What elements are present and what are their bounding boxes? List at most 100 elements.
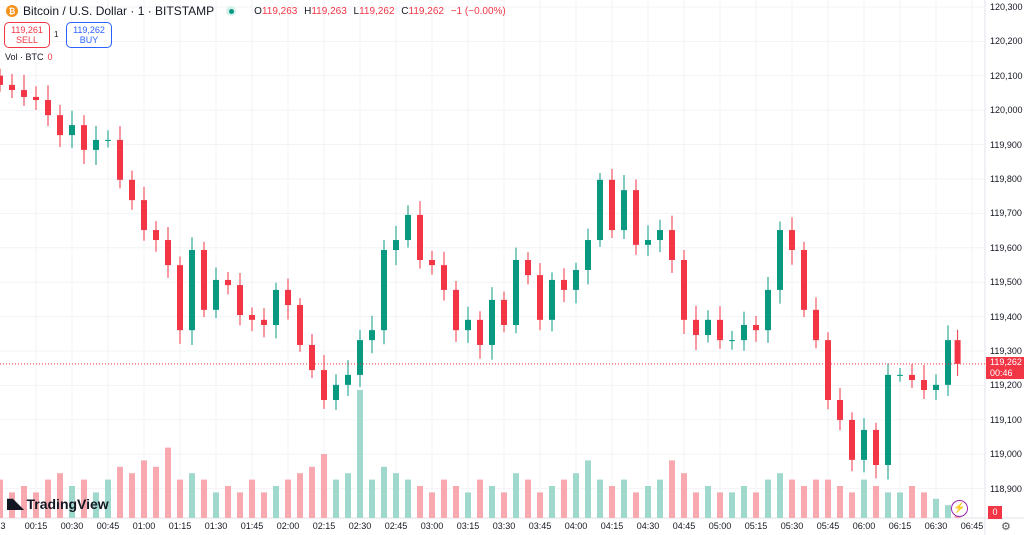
price-tick: 119,000 <box>990 449 1022 460</box>
time-tick: 04:00 <box>564 521 588 531</box>
volume-bar <box>81 479 87 518</box>
volume-bar <box>573 473 579 518</box>
price-tick: 119,200 <box>990 380 1022 391</box>
volume-bar <box>177 479 183 518</box>
time-tick: 06:30 <box>924 521 948 531</box>
candle-body <box>849 419 855 460</box>
volume-bar <box>561 479 567 518</box>
volume-bar <box>633 492 639 518</box>
volume-bar <box>213 492 219 518</box>
candle-body <box>597 179 603 241</box>
sell-button[interactable]: 119,261 SELL <box>4 22 50 48</box>
volume-bar <box>333 479 339 518</box>
volume-bar <box>525 479 531 518</box>
tradingview-logo-icon: ▮◣ <box>6 495 24 511</box>
symbol-title[interactable]: Bitcoin / U.S. Dollar · 1 · BITSTAMP <box>23 4 215 18</box>
time-tick: 04:30 <box>636 521 660 531</box>
time-tick: 04:15 <box>600 521 624 531</box>
candle-body <box>141 200 147 231</box>
volume-bar <box>933 498 939 518</box>
volume-bar <box>153 466 159 518</box>
time-tick: 02:45 <box>384 521 408 531</box>
candle-body <box>954 340 961 364</box>
candle-body <box>813 309 819 341</box>
candle-body <box>489 299 495 345</box>
volume-bar <box>261 492 267 518</box>
candle-body <box>225 279 231 286</box>
candle-body <box>909 374 915 381</box>
price-tick: 120,000 <box>990 105 1023 116</box>
volume-bar <box>9 492 15 518</box>
volume-bar <box>165 447 171 518</box>
volume-bar <box>717 492 723 518</box>
candle-body <box>825 340 831 400</box>
candle-body <box>345 374 351 385</box>
candle-body <box>309 344 315 371</box>
price-tick: 119,800 <box>990 174 1022 184</box>
time-tick: 03:30 <box>492 521 516 531</box>
symbol-legend: ₿ Bitcoin / U.S. Dollar · 1 · BITSTAMP O… <box>6 4 506 18</box>
volume-bar <box>285 479 291 518</box>
buy-button[interactable]: 119,262 BUY <box>66 22 112 48</box>
time-tick: 01:15 <box>168 521 192 531</box>
candle-body <box>93 139 99 150</box>
settings-gear-icon[interactable]: ⚙ <box>1001 521 1011 533</box>
time-tick: 00:15 <box>24 521 48 531</box>
volume-bar <box>201 479 207 518</box>
time-tick: 00:30 <box>60 521 84 531</box>
candle-body <box>201 250 207 310</box>
candle-body <box>561 279 567 290</box>
volume-bar <box>849 492 855 518</box>
volume-bar <box>729 492 735 518</box>
candle-body <box>933 384 939 391</box>
time-tick: 05:15 <box>744 521 768 531</box>
candle-body <box>381 250 387 331</box>
price-tick: 118,900 <box>990 483 1022 494</box>
candle-body <box>357 340 363 375</box>
volume-bar <box>861 479 867 518</box>
candle-body <box>453 289 459 331</box>
volume-bar <box>489 486 495 518</box>
volume-bar <box>885 492 891 518</box>
price-tick: 119,600 <box>990 242 1022 253</box>
candle-body <box>129 179 135 201</box>
volume-bar <box>21 486 27 518</box>
candle-body <box>333 384 339 400</box>
candle-body <box>741 325 747 341</box>
candle-body <box>717 319 723 341</box>
candle-body <box>153 230 159 241</box>
candle-body <box>69 125 75 136</box>
volume-value-label: 0 <box>988 506 1002 519</box>
time-tick: 00:45 <box>96 521 120 531</box>
candle-body <box>33 96 39 101</box>
volume-bar <box>405 479 411 518</box>
candle-body <box>297 305 303 345</box>
volume-bar <box>249 479 255 518</box>
bitcoin-icon: ₿ <box>6 5 18 17</box>
price-tick: 119,100 <box>990 414 1022 425</box>
volume-bar <box>801 486 807 518</box>
volume-bar <box>657 479 663 518</box>
volume-bar <box>69 486 75 518</box>
volume-bar <box>765 479 771 518</box>
tradingview-logo[interactable]: ▮◣ TradingView <box>6 495 109 512</box>
volume-bar <box>141 460 147 518</box>
price-tick: 120,200 <box>990 36 1023 47</box>
volume-bar <box>297 473 303 518</box>
volume-bar <box>921 492 927 518</box>
volume-bar <box>273 486 279 518</box>
ohlc-values: O119,263 H119,263 L119,262 C119,262 −1 (… <box>254 5 506 17</box>
candle-body <box>549 279 555 320</box>
candle-body <box>273 289 279 325</box>
candle-body <box>897 374 903 376</box>
candle-body <box>213 279 219 310</box>
candle-body <box>669 230 675 260</box>
time-tick: 05:30 <box>780 521 804 531</box>
candle-body <box>177 265 183 331</box>
volume-bar <box>345 473 351 518</box>
candle-body <box>837 399 843 420</box>
lightning-icon[interactable]: ⚡ <box>951 500 968 517</box>
volume-bar <box>825 479 831 518</box>
candle-body <box>117 139 123 180</box>
